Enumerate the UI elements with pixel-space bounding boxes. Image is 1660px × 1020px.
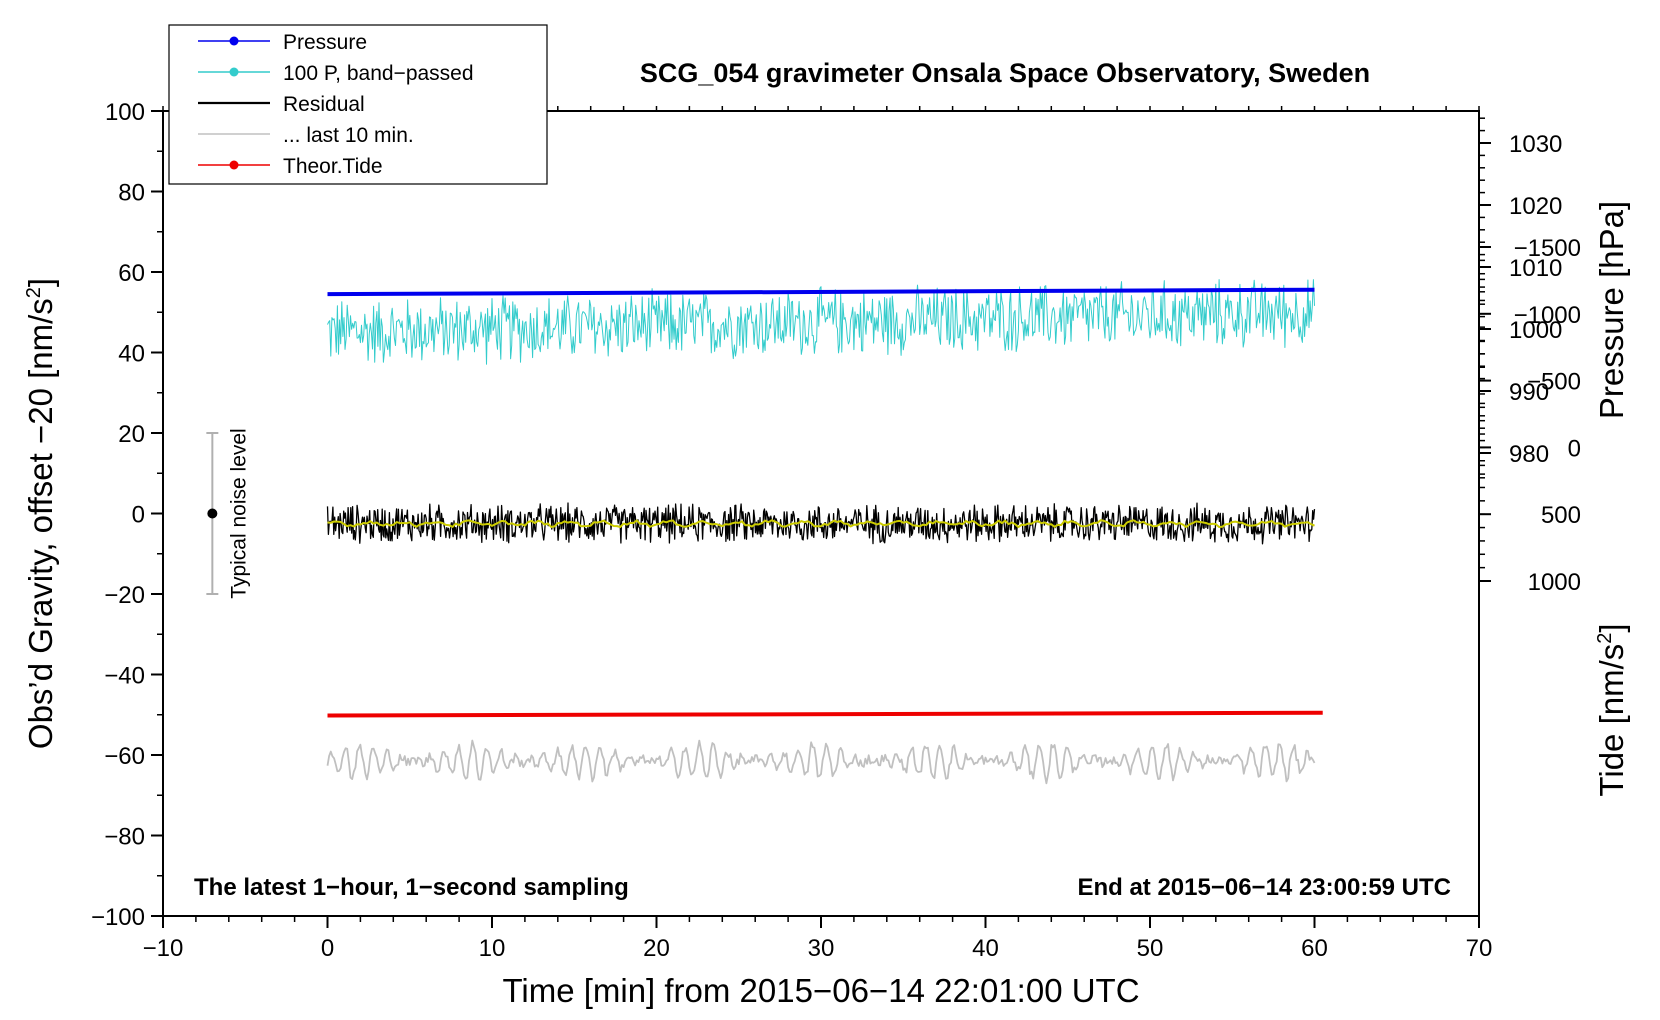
y-tick-label: −20 (104, 582, 145, 609)
y-tick-label: 40 (118, 341, 145, 368)
y-axis-title: Obs’d Gravity, offset −20 [nm/s2] (22, 278, 59, 749)
legend-marker (229, 160, 239, 170)
x-tick-label: 20 (643, 935, 670, 962)
y-tick-label: 80 (118, 180, 145, 207)
x-tick-label: 60 (1301, 935, 1328, 962)
legend-marker (229, 36, 239, 46)
series-last-10-min (326, 739, 1316, 785)
legend-label: ... last 10 min. (283, 124, 414, 147)
tide-tick-label: 1000 (1528, 569, 1581, 596)
series-residual-smoothed (327, 519, 1315, 529)
legend-label: Theor.Tide (283, 155, 383, 178)
pressure-tick-label: 1030 (1509, 131, 1562, 158)
pressure-tick-label: 980 (1509, 441, 1549, 468)
x-tick-label: −10 (143, 935, 184, 962)
pressure-tick-label: 1010 (1509, 255, 1562, 282)
sampling-note: The latest 1−hour, 1−second sampling (194, 874, 629, 901)
legend-label: Residual (283, 93, 365, 116)
x-tick-label: 40 (972, 935, 999, 962)
x-tick-label: 70 (1466, 935, 1493, 962)
legend-label: 100 P, band−passed (283, 62, 474, 85)
y-tick-label: 100 (105, 99, 145, 126)
y-axis-title-main: Obs’d Gravity, offset −20 [nm/s (22, 298, 59, 749)
noise-level-label: Typical noise level (227, 428, 250, 598)
series-theor-tide (327, 710, 1323, 718)
noise-bar-center-dot (207, 508, 218, 519)
y-axis-title-end: ] (22, 278, 59, 287)
tide-axis-title-main: Tide [nm/s (1593, 644, 1630, 797)
tide-tick-label: −1500 (1514, 235, 1581, 262)
tide-tick-label: −1000 (1514, 302, 1581, 329)
tide-axis-title-end: ] (1593, 623, 1630, 632)
x-tick-label: 50 (1137, 935, 1164, 962)
tide-axis-title-sup: 2 (1594, 633, 1616, 644)
axis-layer: −10 0 10 20 30 40 50 60 70100806040200−20−40−60−… (91, 99, 1581, 962)
pressure-axis-title: Pressure [hPa] (1593, 201, 1630, 419)
y-tick-label: −60 (104, 743, 145, 770)
legend-label: Pressure (283, 31, 367, 54)
x-axis-title: Time [min] from 2015−06−14 22:01:00 UTC (502, 972, 1139, 1009)
end-time-note: End at 2015−06−14 23:00:59 UTC (1077, 874, 1451, 901)
tide-tick-label: −500 (1527, 369, 1581, 396)
legend-marker (229, 67, 239, 77)
x-tick-label: 30 (808, 935, 835, 962)
legend-box (168, 24, 548, 185)
y-tick-label: −80 (104, 824, 145, 851)
legend: Pressure 100 P, band−passed Residual ... la… (168, 24, 548, 185)
series-100p-band-passed (327, 279, 1315, 365)
tide-tick-label: 0 (1568, 435, 1581, 462)
y-axis-title-sup: 2 (23, 287, 45, 298)
y-tick-label: 20 (118, 421, 145, 448)
y-tick-label: −100 (91, 904, 145, 931)
x-tick-label: 10 (479, 935, 506, 962)
tide-axis-title: Tide [nm/s2] (1593, 623, 1630, 796)
series-layer (206, 279, 1323, 785)
y-tick-label: −40 (104, 663, 145, 690)
x-tick-label: 0 (321, 935, 334, 962)
series-pressure (327, 287, 1315, 297)
pressure-tick-label: 1000 (1509, 317, 1562, 344)
pressure-tick-label: 990 (1509, 379, 1549, 406)
chart-title: SCG_054 gravimeter Onsala Space Observat… (640, 58, 1370, 88)
y-tick-label: 60 (118, 260, 145, 287)
pressure-tick-label: 1020 (1509, 193, 1562, 220)
tide-tick-label: 500 (1541, 502, 1581, 529)
y-tick-label: 0 (132, 502, 145, 529)
